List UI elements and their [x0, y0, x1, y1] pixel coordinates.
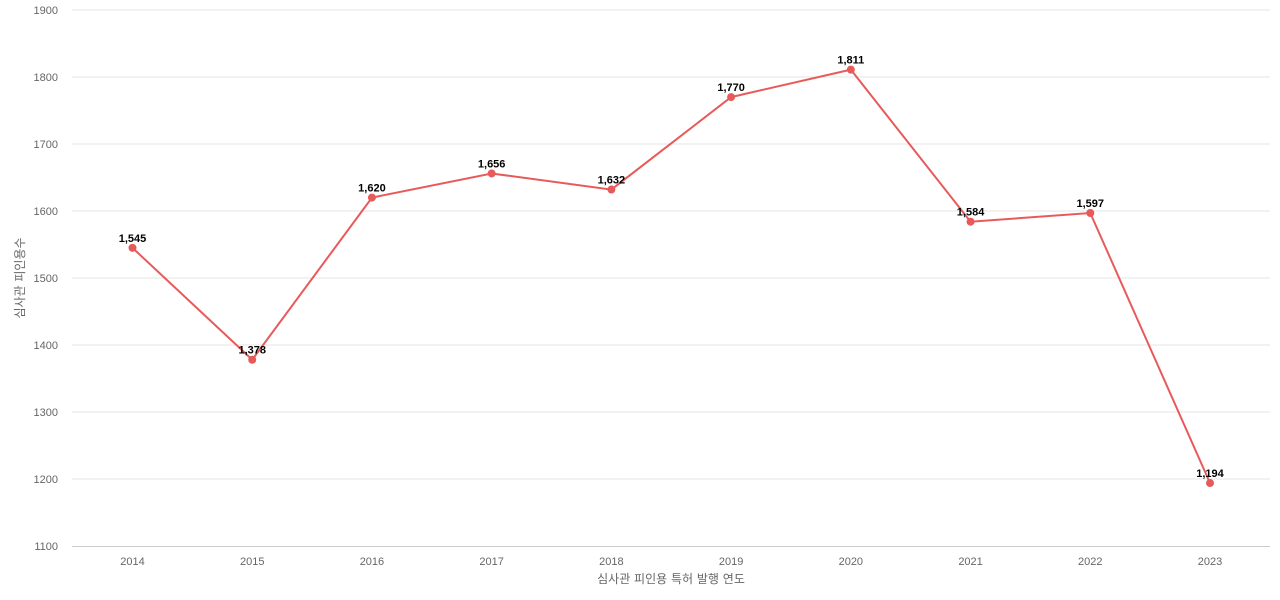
y-tick-label: 1700: [34, 139, 58, 151]
y-axis-title: 심사관 피인용수: [13, 237, 27, 318]
y-tick-label: 1900: [34, 5, 58, 17]
x-tick-label: 2022: [1078, 556, 1102, 568]
data-label: 1,545: [119, 233, 147, 245]
x-tick-label: 2020: [839, 556, 863, 568]
y-tick-label: 1600: [34, 206, 58, 218]
y-tick-label: 1100: [34, 541, 58, 553]
data-point[interactable]: [487, 169, 496, 178]
data-point[interactable]: [846, 65, 855, 74]
x-tick-label: 2017: [479, 556, 503, 568]
x-axis-title: 심사관 피인용 특허 발행 연도: [597, 571, 745, 586]
data-point[interactable]: [367, 193, 376, 202]
x-tick-label: 2015: [240, 556, 264, 568]
data-point[interactable]: [966, 217, 975, 226]
y-tick-label: 1200: [34, 474, 58, 486]
x-tick-label: 2019: [719, 556, 743, 568]
x-tick-label: 2014: [120, 556, 144, 568]
y-axis-ticks: 1100 1200 1300 1400 1500 1600 1700 1800 1900: [34, 5, 58, 553]
series-line: [131, 68, 1211, 484]
data-point[interactable]: [727, 93, 736, 102]
data-label: 1,770: [717, 82, 745, 94]
data-label: 1,811: [837, 55, 864, 67]
data-label: 1,620: [358, 183, 386, 195]
y-tick-label: 1800: [34, 72, 58, 84]
data-point[interactable]: [1086, 209, 1095, 218]
data-label: 1,194: [1196, 468, 1224, 480]
data-point[interactable]: [248, 355, 257, 364]
data-label: 1,584: [957, 207, 985, 219]
x-axis-ticks: 2014 2015 2016 2017 2018 2019 2020 2021 2022 2023: [120, 556, 1222, 568]
data-point[interactable]: [1206, 479, 1214, 488]
x-tick-label: 2016: [360, 556, 384, 568]
data-point[interactable]: [128, 243, 137, 252]
x-tick-label: 2018: [599, 556, 623, 568]
y-tick-label: 1400: [34, 340, 58, 352]
x-tick-label: 2023: [1198, 556, 1222, 568]
series-group: 1,545 1,378 1,620 1,656 1,632 1,770 1,811 1,584…: [119, 55, 1225, 488]
data-label: 1,632: [598, 175, 626, 187]
data-label: 1,656: [478, 158, 506, 170]
data-label: 1,597: [1077, 198, 1105, 210]
x-tick-label: 2021: [958, 556, 982, 568]
data-label: 1,378: [238, 345, 266, 357]
y-tick-label: 1300: [34, 407, 58, 419]
y-tick-label: 1500: [34, 273, 58, 285]
data-point[interactable]: [607, 185, 616, 194]
grid-lines: [72, 9, 1270, 480]
